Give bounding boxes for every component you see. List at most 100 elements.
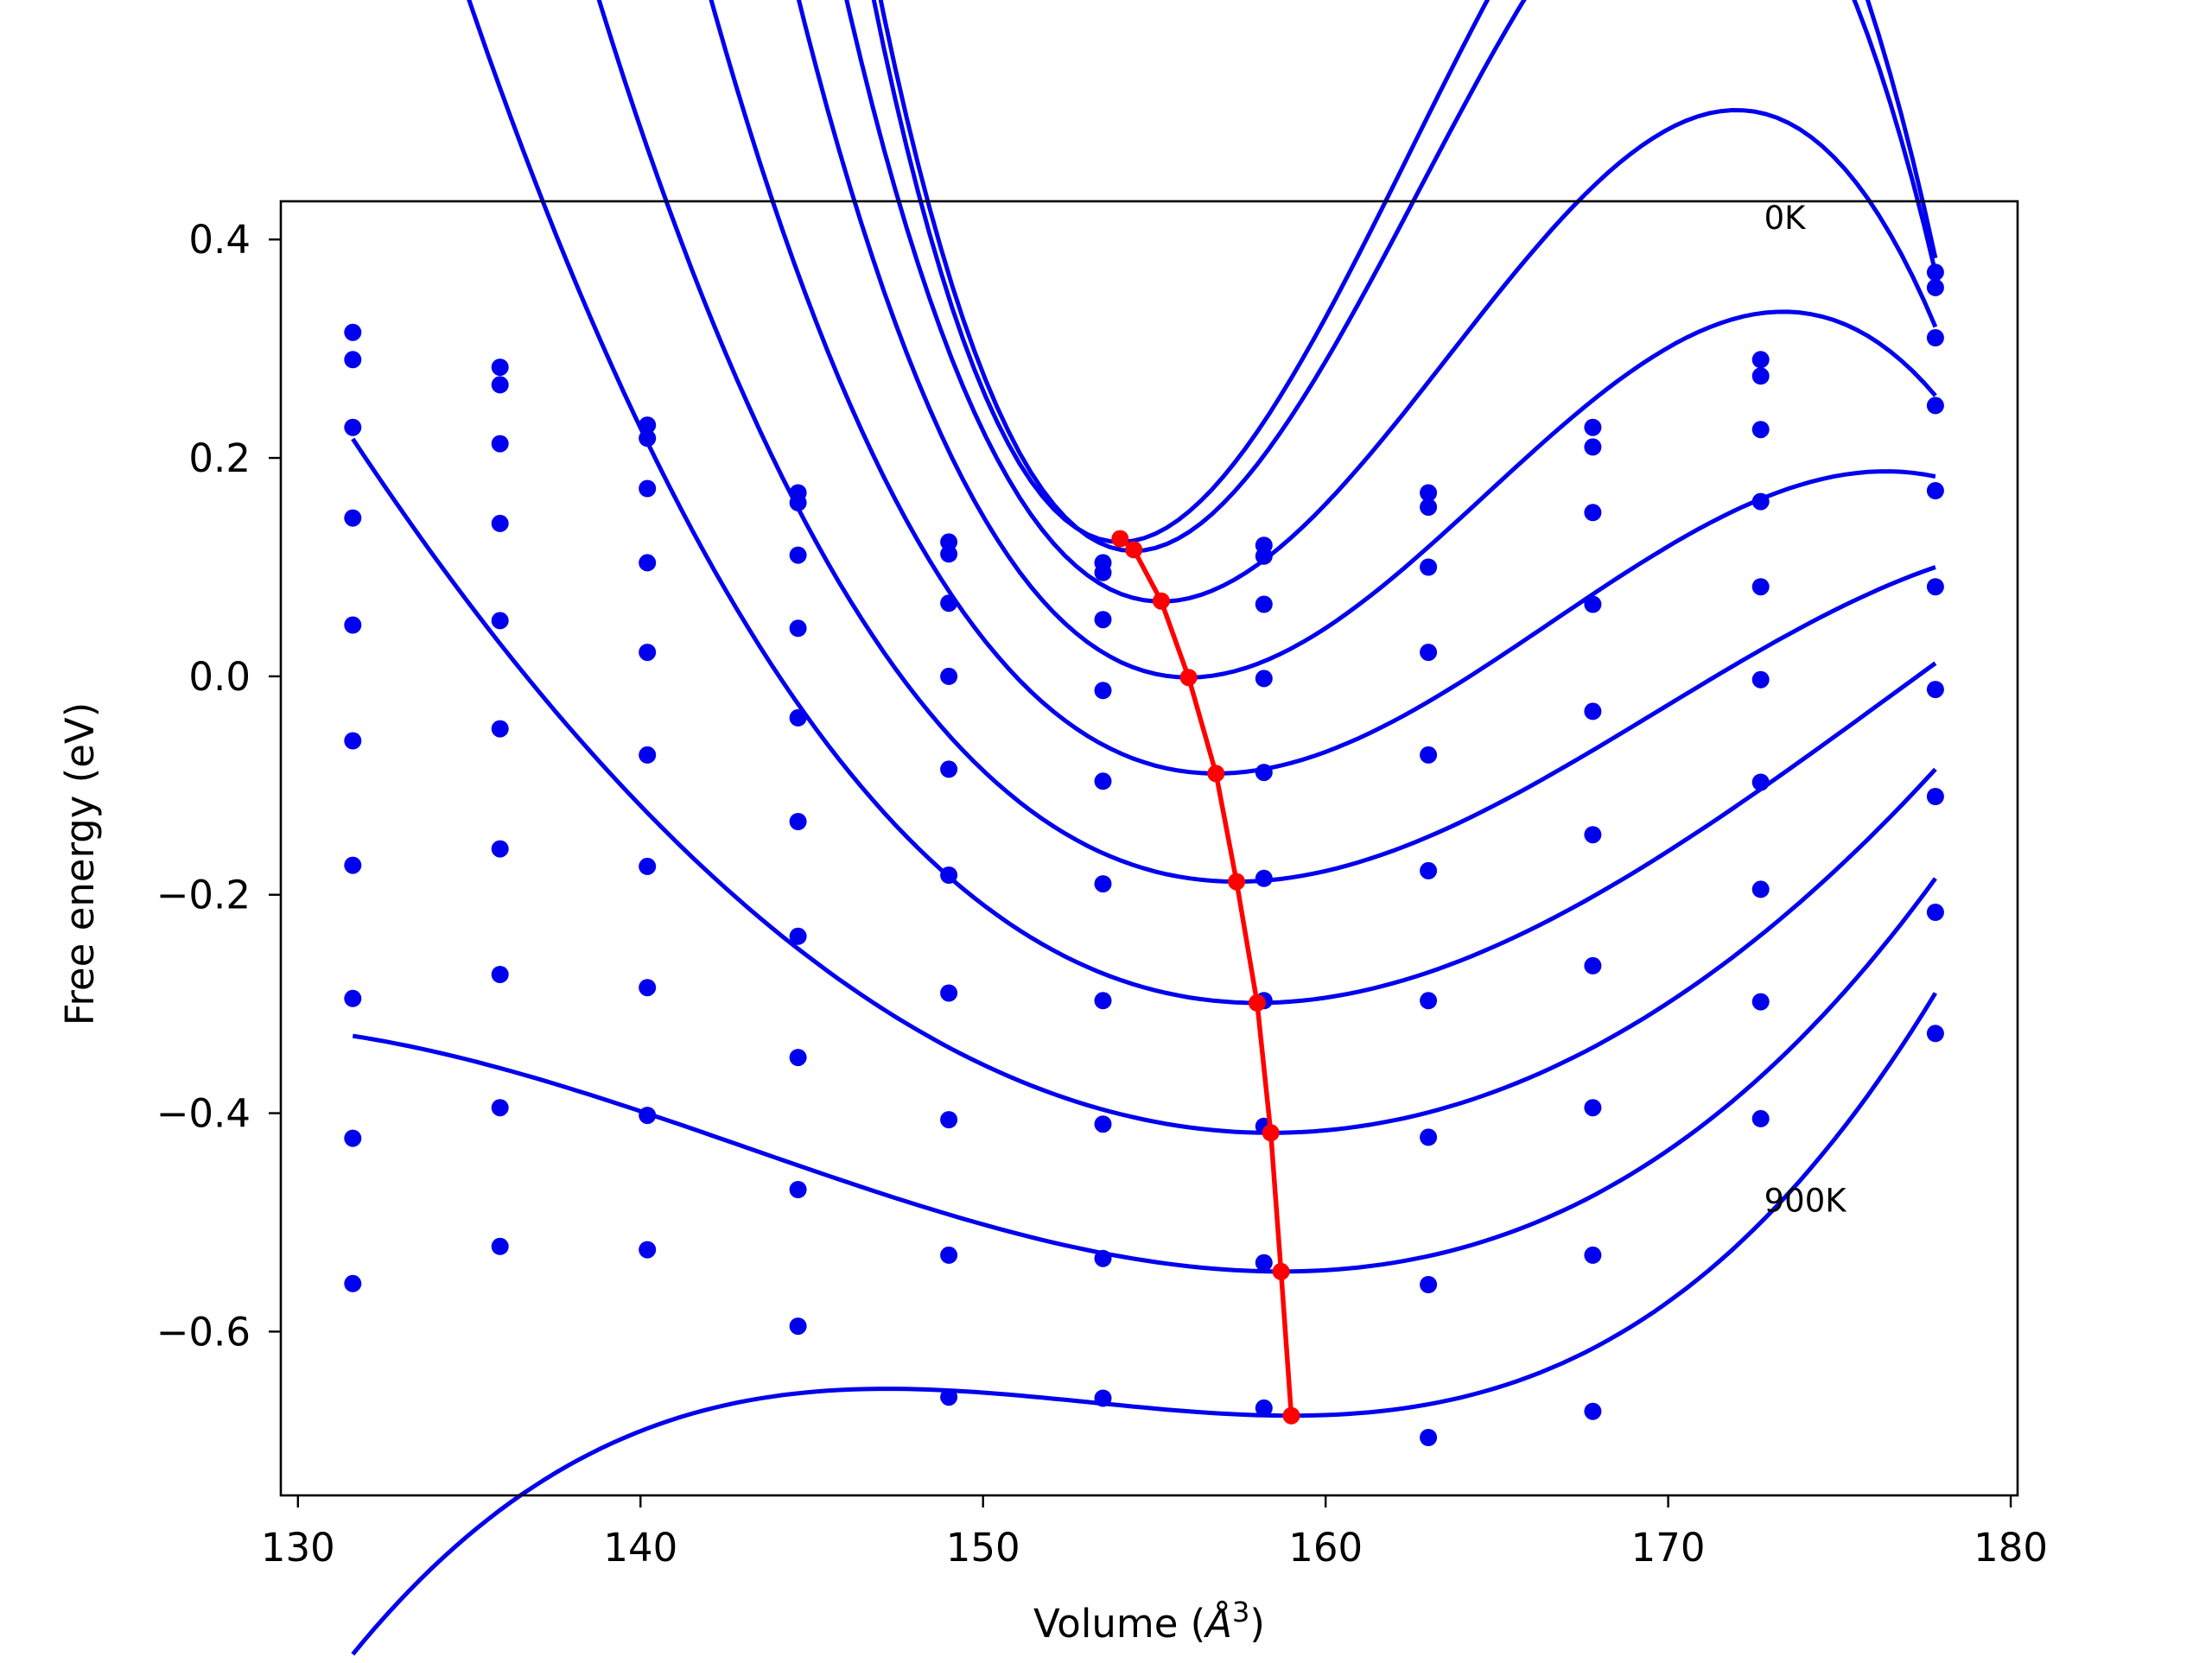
data-point-s4-8	[1420, 644, 1438, 662]
data-point-s7-11	[1926, 681, 1944, 699]
data-point-s7-3	[639, 857, 657, 875]
data-point-s2-3	[639, 429, 657, 447]
annotation-2: 900K	[1764, 1183, 1848, 1220]
data-point-s6-7	[1255, 869, 1273, 887]
data-point-s7-10	[1751, 773, 1770, 791]
fit-curve-2	[878, 0, 1938, 554]
data-point-s7-2	[491, 840, 509, 858]
data-point-s6-3	[639, 746, 657, 764]
data-point-s8-4	[789, 1049, 807, 1067]
data-point-s8-1	[344, 989, 362, 1007]
plot-frame	[279, 200, 2019, 1497]
minimum-point-4	[1179, 669, 1198, 687]
data-point-s1-3	[639, 416, 657, 435]
y-tick-label-0: −0.6	[156, 1309, 251, 1355]
data-point-s1-5	[940, 533, 958, 551]
x-tick-label-160: 160	[1288, 1525, 1363, 1571]
fit-curves	[351, 0, 1938, 1656]
data-point-s3-8	[1420, 558, 1438, 576]
fit-curve-3	[844, 0, 1938, 604]
data-point-s10-9	[1584, 1402, 1602, 1420]
data-point-s8-2	[491, 966, 509, 983]
data-point-s1-8	[1420, 484, 1438, 502]
data-point-s5-11	[1926, 482, 1944, 499]
data-point-s5-9	[1584, 702, 1602, 720]
data-point-s10-5	[940, 1388, 958, 1406]
x-tick-label-180: 180	[1974, 1525, 2048, 1571]
data-point-s9-7	[1255, 1254, 1273, 1272]
fit-curve-5	[709, 0, 1936, 776]
data-point-s9-1	[344, 1129, 362, 1147]
data-point-s6-6	[1094, 875, 1112, 893]
data-point-s4-10	[1751, 492, 1770, 511]
data-point-s6-1	[344, 732, 362, 750]
annotation-1: 0K	[1764, 200, 1808, 237]
data-point-s5-8	[1420, 746, 1438, 764]
data-point-s5-1	[344, 616, 362, 634]
x-tick-label-150: 150	[946, 1525, 1020, 1571]
data-point-s3-1	[344, 418, 362, 436]
data-point-s9-2	[491, 1099, 509, 1117]
data-point-s6-11	[1926, 578, 1944, 596]
data-point-s10-8	[1420, 1429, 1438, 1446]
data-point-s10-7	[1255, 1399, 1273, 1417]
data-points	[344, 263, 1944, 1446]
data-point-s10-10	[1751, 1109, 1770, 1127]
data-point-s2-8	[1420, 498, 1438, 516]
data-point-s5-10	[1751, 578, 1770, 596]
data-point-s2-7	[1255, 547, 1273, 565]
data-point-s7-5	[940, 984, 958, 1002]
y-axis-label: Free energy (eV)	[57, 702, 103, 1025]
data-point-s5-7	[1255, 764, 1273, 782]
minimum-point-5	[1207, 765, 1225, 783]
x-axis-label: Volume (Å3)	[1033, 1596, 1265, 1647]
data-point-s7-1	[344, 856, 362, 874]
data-point-s3-3	[639, 479, 657, 498]
data-point-s7-6	[1094, 992, 1112, 1010]
data-point-s10-1	[344, 1274, 362, 1292]
data-point-s6-8	[1420, 861, 1438, 879]
data-point-s6-9	[1584, 826, 1602, 844]
data-point-s3-11	[1926, 329, 1944, 346]
data-point-s6-4	[789, 813, 807, 830]
data-point-s3-6	[1094, 611, 1112, 629]
data-point-s5-4	[789, 708, 807, 727]
data-point-s3-2	[491, 435, 509, 453]
data-point-s4-5	[940, 667, 958, 685]
data-point-s9-11	[1926, 904, 1944, 921]
minimum-point-3	[1152, 592, 1170, 610]
y-tick-label-3: 0.0	[188, 654, 251, 700]
data-point-s8-9	[1584, 1099, 1602, 1117]
data-point-s7-4	[789, 927, 807, 945]
data-point-s6-2	[491, 720, 509, 738]
data-point-s8-6	[1094, 1115, 1112, 1133]
fit-curve-9	[352, 877, 1937, 1274]
data-point-s4-2	[491, 514, 509, 532]
data-point-s2-2	[491, 376, 509, 394]
data-point-s4-11	[1926, 397, 1944, 415]
x-tick-label-170: 170	[1631, 1525, 1706, 1571]
data-point-s2-5	[940, 545, 958, 563]
data-point-s1-2	[491, 359, 509, 377]
minimum-point-1	[1111, 530, 1129, 548]
data-point-s2-10	[1751, 367, 1770, 385]
data-point-s9-4	[789, 1181, 807, 1198]
minimum-line	[1118, 536, 1294, 1416]
fit-curve-10	[351, 992, 1938, 1656]
data-point-s3-4	[789, 546, 807, 564]
fit-curve-1	[871, 0, 1938, 544]
data-point-s4-7	[1255, 670, 1273, 688]
y-tick-label-1: −0.4	[156, 1091, 251, 1137]
data-point-s8-11	[1926, 788, 1944, 805]
y-axis: −0.6 −0.4 −0.2 0.0 0.2 0.4	[156, 217, 281, 1355]
y-tick-label-2: −0.2	[156, 873, 251, 918]
data-point-s4-6	[1094, 682, 1112, 700]
minimum-point-9	[1272, 1262, 1290, 1280]
data-point-s1-1	[344, 323, 362, 341]
minimum-point-2	[1125, 541, 1143, 559]
data-point-s2-9	[1584, 438, 1602, 456]
data-point-s7-9	[1584, 956, 1602, 974]
x-tick-label-140: 140	[603, 1525, 677, 1571]
